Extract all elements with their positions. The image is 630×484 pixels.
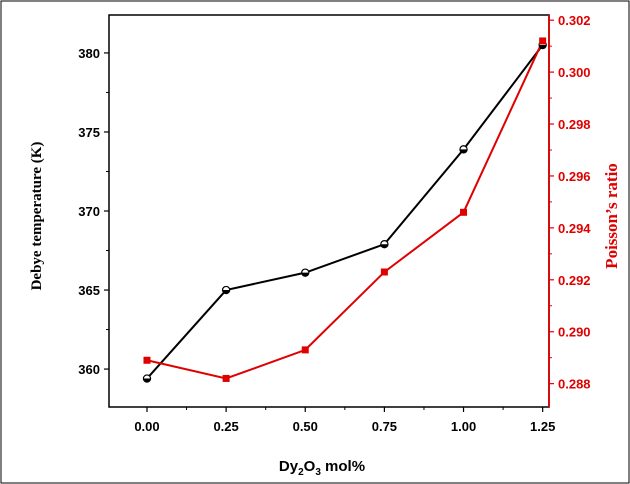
y-tick-label-right: 0.302 <box>558 13 591 28</box>
series-lines <box>146 40 544 380</box>
series-markers <box>142 37 547 383</box>
x-label-mid: O <box>304 458 316 475</box>
x-tick-label: 0.75 <box>372 419 397 434</box>
y-tick-label-left: 380 <box>78 46 100 61</box>
x-tick-label: 1.25 <box>530 419 555 434</box>
data-point-square <box>460 208 468 216</box>
data-point-circle <box>459 145 468 154</box>
data-point-square <box>143 356 151 364</box>
y-tick-label-left: 370 <box>78 204 100 219</box>
x-label-base: Dy <box>279 458 299 475</box>
series-line-1 <box>146 44 544 380</box>
y-tick-label-left: 360 <box>78 362 100 377</box>
y-tick-label-left: 365 <box>78 283 100 298</box>
data-point-square <box>301 346 309 354</box>
data-point-circle <box>142 374 152 383</box>
y-tick-label-right: 0.300 <box>558 65 591 80</box>
data-point-square <box>222 374 230 382</box>
x-tick-label: 0.50 <box>293 419 318 434</box>
x-label-sub1: 2 <box>298 467 304 478</box>
y-tick-label-right: 0.290 <box>558 325 591 340</box>
y-tick-label-right: 0.298 <box>558 117 591 132</box>
data-point-square <box>380 268 388 276</box>
x-label-sub2: 3 <box>315 467 321 478</box>
series-line-2 <box>146 40 544 380</box>
data-point-circle <box>221 285 231 295</box>
data-point-circle <box>380 239 389 249</box>
y-tick-label-right: 0.288 <box>558 377 591 392</box>
data-point-square <box>539 37 547 45</box>
y-axis-label-left: Debye temperature (K) <box>29 142 45 291</box>
y-tick-label-right: 0.296 <box>558 169 591 184</box>
x-tick-label: 1.00 <box>451 419 476 434</box>
x-label-tail: mol% <box>321 458 365 475</box>
y-tick-label-left: 375 <box>78 125 100 140</box>
y-tick-label-right: 0.292 <box>558 273 591 288</box>
data-point-circle <box>301 268 310 277</box>
x-tick-label: 0.25 <box>213 419 238 434</box>
axes: 0.00 0.25 0.50 0.75 1.00 1.25 360 365 370 375 380 0… <box>78 13 591 434</box>
y-tick-label-right: 0.294 <box>558 221 591 236</box>
y-axis-label-right: Poisson’s ratio <box>602 163 621 269</box>
x-axis-label: Dy2O3 mol% <box>279 458 365 478</box>
x-tick-label: 0.00 <box>134 419 159 434</box>
